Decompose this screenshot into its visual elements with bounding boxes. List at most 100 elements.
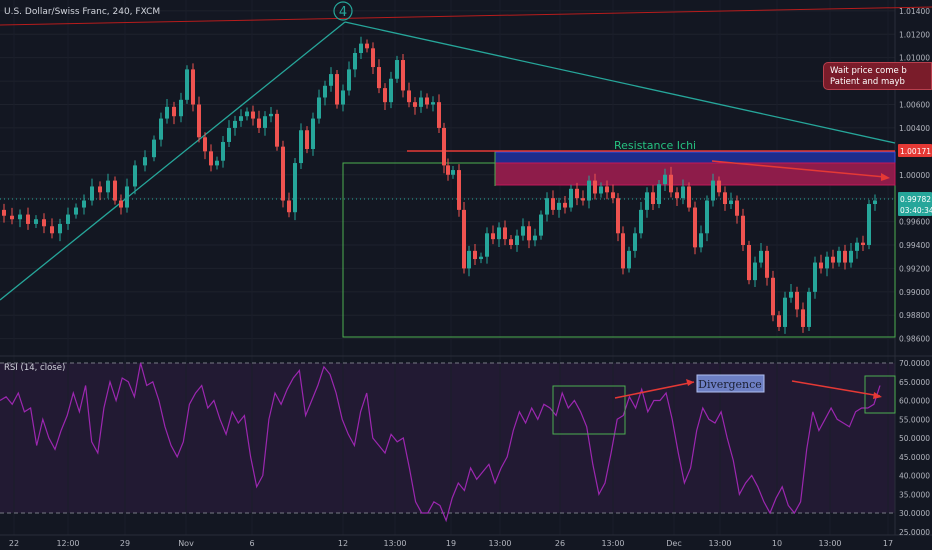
time-tick-label: 26 [555,539,565,548]
rsi-tick-label: 50.0000 [899,434,930,443]
candle-body [233,120,237,128]
candle-body [849,250,853,263]
candle-body [251,111,255,119]
price-tick-label: 0.98600 [899,335,930,344]
candle-body [705,200,709,234]
candle-body [419,97,423,107]
rising-trendline[interactable] [0,21,346,301]
falling-trendline[interactable] [344,21,896,144]
candle-body [191,69,195,105]
candle-body [771,277,775,316]
time-tick-label: 12:00 [56,539,79,548]
candle-body [172,106,176,117]
time-tick-label: 22 [9,539,19,548]
time-tick-label: 29 [120,539,130,548]
time-tick-label: 19 [446,539,456,548]
candle-body [867,204,871,245]
candle-body [693,207,697,248]
time-tick-label: 13:00 [708,539,731,548]
candle-body [425,97,429,105]
candle-body [467,250,471,269]
candle-body [2,209,6,216]
candle-body [657,184,661,205]
candle-body [837,250,841,263]
rsi-line[interactable] [0,362,881,523]
symbol-title: U.S. Dollar/Swiss Franc, 240, FXCM [4,7,160,17]
candle-body [18,214,22,220]
candle-body [113,180,117,201]
candle-body [197,104,201,138]
candle-body [281,146,285,201]
candle-body [569,188,573,208]
candle-body [497,227,501,240]
candle-body [557,202,561,210]
candle-body [377,67,381,89]
resistance-ichi-zone[interactable] [494,162,896,186]
candle-body [759,250,763,263]
candle-body [263,116,267,128]
trade-note[interactable]: Wait price come b Patient and mayb [823,62,932,90]
candle-body [143,157,147,166]
candle-body [165,106,169,119]
candle-body [413,102,417,107]
candle-body [563,202,567,208]
red-level-value: 1.00171 [900,147,931,156]
candle-body [651,192,655,205]
upper-red-trendline[interactable] [0,6,932,26]
candle-body [133,165,137,187]
candle-body [462,209,466,269]
candle-body [795,291,799,310]
candle-body [442,127,446,166]
price-tick-label: 1.00000 [899,171,930,180]
candle-body [293,163,297,213]
candle-body [843,250,847,263]
candle-body [539,214,543,236]
candle-body [179,99,183,117]
candle-body [521,226,525,236]
time-tick-label: 13:00 [818,539,841,548]
candle-body [341,90,345,105]
red-level-badge [898,144,932,157]
price-tick-label: 1.01000 [899,54,930,63]
rsi-tick-label: 25.0000 [899,528,930,537]
candle-body [581,198,585,201]
countdown-value: 03:40:34 [900,206,932,215]
candle-body [371,48,375,68]
price-tick-label: 0.99200 [899,264,930,273]
candle-body [395,60,399,79]
price-tick-label: 1.00400 [899,124,930,133]
candle-body [359,43,363,53]
candle-body [221,141,225,161]
wave-4-label: 4 [339,5,347,20]
candle-body [269,113,273,117]
candle-body [365,43,369,49]
rsi-divergence-box-2[interactable] [864,375,896,414]
candle-body [10,215,14,220]
ichimoku-blue-zone[interactable] [494,151,896,165]
candle-body [106,180,110,193]
candle-body [621,233,625,269]
rsi-tick-label: 30.0000 [899,509,930,518]
candle-body [437,102,441,128]
time-tick-label: 6 [249,539,254,548]
rsi-divergence-box[interactable] [552,385,626,435]
price-tick-label: 0.98800 [899,311,930,320]
candle-body [323,85,327,98]
candle-body [825,256,829,269]
wave-4-circle[interactable] [333,1,353,21]
resistance-label: Resistance Ichi [614,139,696,152]
candle-body [741,215,745,245]
rsi-axis-labels: 70.0000 65.0000 60.0000 55.0000 50.0000 45.00… [899,359,930,537]
candle-body [152,139,156,158]
candle-body [457,170,461,210]
time-tick-label: 13:00 [488,539,511,548]
time-axis-labels: 22 12:00 29 Nov 6 12 13:00 19 13:00 26 13:00 Dec 13:… [9,539,893,548]
time-tick-label: Dec [666,539,681,548]
candle-body [699,233,703,248]
current-price-badge [898,192,932,216]
candle-body [66,214,70,224]
candle-body [227,127,231,142]
candle-body [407,90,411,103]
candle-body [527,226,531,241]
